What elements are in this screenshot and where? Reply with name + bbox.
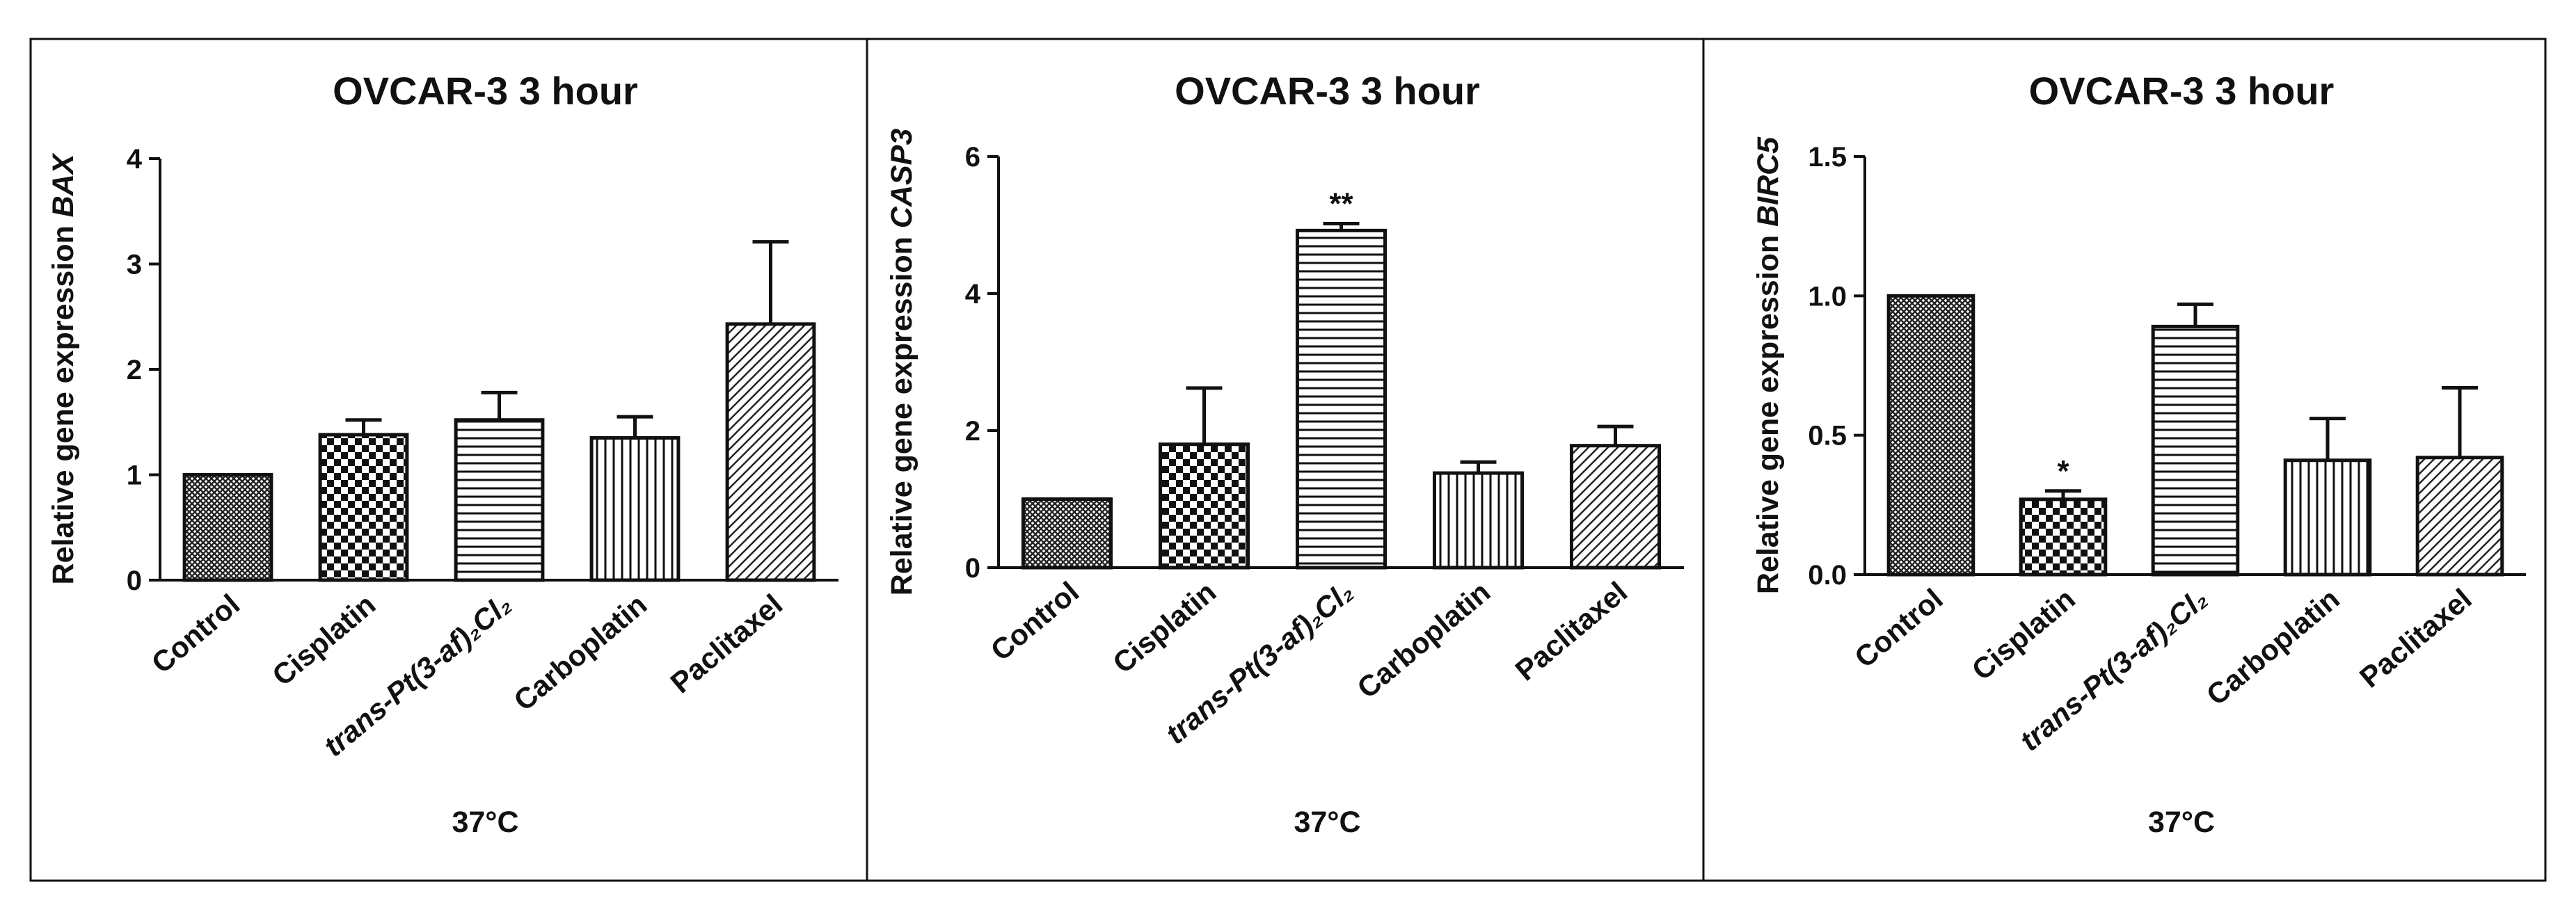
significance-marker: ** [1329, 187, 1353, 221]
category-label: Paclitaxel [665, 588, 789, 700]
panel-frame [1702, 38, 2547, 882]
y-tick-label: 2 [127, 355, 142, 385]
y-axis-label-gene: CASP3 [885, 129, 919, 228]
bar-0 [182, 473, 273, 582]
category-label: Carboplatin [2200, 582, 2346, 712]
y-tick-label: 1.0 [1808, 281, 1847, 312]
x-axis-label: 37°C [452, 806, 518, 839]
y-tick-label: 1.5 [1808, 142, 1847, 173]
y-tick-label: 2 [965, 416, 980, 447]
y-axis-label: Relative gene expression BAX [47, 152, 80, 584]
y-axis-label-prefix: Relative gene expression [47, 217, 80, 584]
chart-title: OVCAR-3 3 hour [2029, 69, 2335, 113]
x-axis-label: 37°C [2148, 806, 2215, 839]
bar-3 [2283, 458, 2372, 577]
y-tick-label: 4 [965, 279, 981, 310]
chart-panel-birc5: OVCAR-3 3 hour 0.0 0.5 1.0 1.5 Relative gene … [1702, 38, 2547, 882]
y-tick-label: 3 [127, 250, 142, 280]
category-label: Control [1848, 582, 1949, 674]
chart-title: OVCAR-3 3 hour [333, 69, 638, 113]
bar-1 [1158, 442, 1250, 570]
category-label: Cisplatin [1966, 582, 2081, 687]
category-label: Cisplatin [1106, 575, 1222, 680]
x-axis-label: 37°C [1294, 806, 1360, 839]
category-label: Control [145, 588, 246, 680]
bar-0 [1886, 294, 1975, 577]
category-label: Paclitaxel [2353, 582, 2478, 694]
chart-panel-bax: OVCAR-3 3 hour 0 1 2 3 4 Relative gene express… [29, 38, 868, 882]
chart-title: OVCAR-3 3 hour [1175, 69, 1480, 113]
bar-0 [1021, 497, 1113, 570]
y-axis-label-gene: BIRC5 [1751, 136, 1785, 227]
y-tick-label: 1 [127, 460, 142, 491]
y-tick-label: 0 [127, 566, 142, 596]
y-tick-label: 0 [965, 553, 980, 584]
y-axis-label: Relative gene expression CASP3 [885, 129, 919, 596]
category-label: Control [985, 575, 1086, 667]
y-axis-label-gene: BAX [47, 152, 80, 217]
bar-1 [2019, 497, 2108, 577]
y-tick-label: 0.5 [1808, 421, 1847, 451]
bar-4 [1569, 444, 1662, 570]
y-axis-label-prefix: Relative gene expression [1751, 227, 1785, 594]
y-tick-label: 6 [965, 142, 980, 173]
bar-4 [2415, 456, 2504, 577]
bar-2 [1295, 228, 1388, 570]
category-label: Paclitaxel [1509, 575, 1634, 687]
bar-3 [1432, 471, 1525, 570]
y-axis-label: Relative gene expression BIRC5 [1751, 136, 1785, 594]
y-tick-label: 0.0 [1808, 560, 1847, 591]
category-label: Carboplatin [1351, 575, 1496, 705]
bar-1 [318, 433, 409, 582]
bar-2 [454, 418, 545, 582]
y-axis-label-prefix: Relative gene expression [885, 228, 919, 595]
bar-3 [589, 435, 681, 582]
category-label: Carboplatin [507, 588, 653, 717]
significance-marker: * [2057, 454, 2069, 488]
y-tick-label: 4 [127, 144, 143, 175]
bar-4 [725, 322, 816, 582]
chart-panel-casp3: OVCAR-3 3 hour 0 2 4 6 Relative gene expressi… [866, 38, 1705, 882]
bar-2 [2151, 324, 2240, 577]
category-label: Cisplatin [266, 588, 381, 692]
